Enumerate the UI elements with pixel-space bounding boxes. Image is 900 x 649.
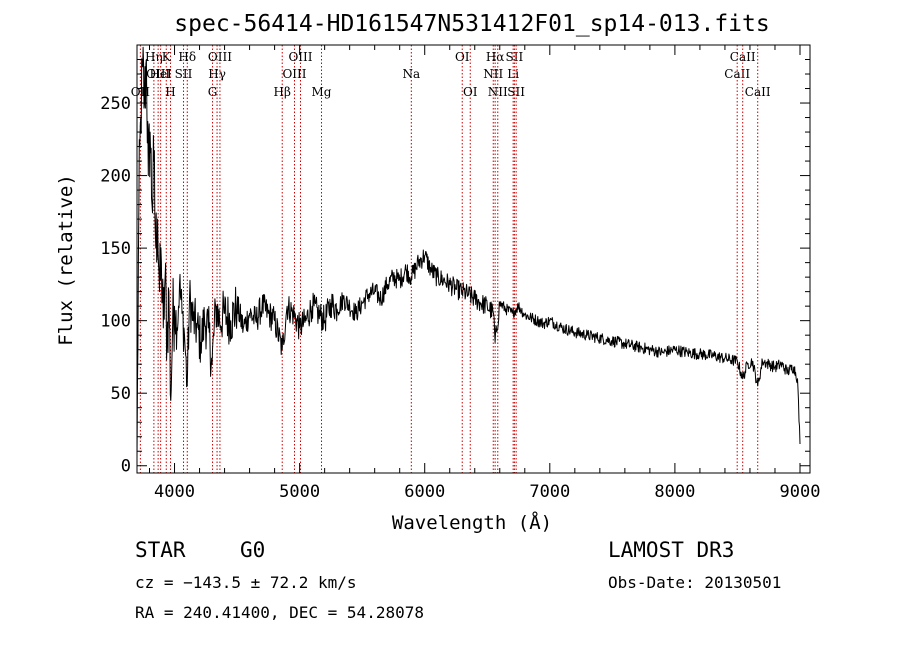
marker-label-16: OI xyxy=(455,50,470,64)
observation-date: Obs-Date: 20130501 xyxy=(608,573,782,592)
marker-label-20: NII xyxy=(488,85,508,99)
spectrum-line-0 xyxy=(136,46,801,459)
y-tick-label-0: 0 xyxy=(121,457,131,477)
marker-label-6: SII xyxy=(175,67,193,81)
x-tick-label-4: 8000 xyxy=(654,482,695,502)
x-tick-label-2: 6000 xyxy=(404,482,445,502)
y-tick-label-4: 200 xyxy=(100,167,131,187)
marker-label-13: OIII xyxy=(288,50,312,64)
object-class: STAR xyxy=(135,538,186,562)
x-tick-label-1: 5000 xyxy=(279,482,320,502)
marker-label-10: OIII xyxy=(208,50,232,64)
marker-label-14: Mg xyxy=(312,85,332,99)
x-axis-label: Wavelength (Å) xyxy=(392,511,552,534)
spectrum-series xyxy=(136,46,801,459)
marker-label-0: OII xyxy=(131,85,151,99)
marker-label-2: OIII xyxy=(146,67,170,81)
marker-label-4: K xyxy=(162,50,172,64)
marker-label-26: CaII xyxy=(745,85,771,99)
marker-label-19: Hα xyxy=(486,50,505,64)
marker-label-1: Hη xyxy=(145,50,163,64)
marker-label-18: NII xyxy=(483,67,503,81)
x-tick-label-0: 4000 xyxy=(154,482,195,502)
marker-label-17: OI xyxy=(463,85,478,99)
marker-label-15: Na xyxy=(403,67,421,81)
x-tick-label-3: 7000 xyxy=(529,482,570,502)
subclass: G0 xyxy=(240,538,266,562)
y-tick-label-1: 50 xyxy=(111,384,131,404)
y-tick-label-5: 250 xyxy=(100,94,131,114)
line-markers: OIIHηOIIIHeIKHSIIHδGHγOIIIHβOIIIOIIIMgNa… xyxy=(131,45,771,473)
marker-label-9: Hγ xyxy=(208,67,226,81)
marker-label-8: G xyxy=(208,85,218,99)
marker-label-25: CaII xyxy=(730,50,756,64)
marker-label-11: Hβ xyxy=(274,85,291,99)
marker-label-5: H xyxy=(165,85,175,99)
y-tick-label-2: 100 xyxy=(100,312,131,332)
marker-label-3: HeI xyxy=(149,67,172,81)
velocity-readout: cz = −143.5 ± 72.2 km/s xyxy=(135,573,357,592)
coordinates-readout: RA = 240.41400, DEC = 54.28078 xyxy=(135,603,424,622)
marker-label-22: SII xyxy=(506,50,524,64)
x-tick-label-5: 9000 xyxy=(780,482,821,502)
chart-title: spec-56414-HD161547N531412F01_sp14-013.f… xyxy=(174,11,769,37)
marker-label-23: SII xyxy=(507,85,525,99)
y-tick-label-3: 150 xyxy=(100,239,131,259)
y-axis-label: Flux (relative) xyxy=(55,174,77,346)
survey-name: LAMOST DR3 xyxy=(608,538,735,562)
marker-label-12: OIII xyxy=(282,67,306,81)
axis-ticks: 4000 5000 6000 7000 8000 9000 0 50 100 150 200 250 xyxy=(100,45,820,502)
marker-label-24: CaII xyxy=(724,67,750,81)
marker-label-21: Li xyxy=(507,67,519,81)
marker-label-7: Hδ xyxy=(178,50,196,64)
plot-frame xyxy=(136,44,811,474)
